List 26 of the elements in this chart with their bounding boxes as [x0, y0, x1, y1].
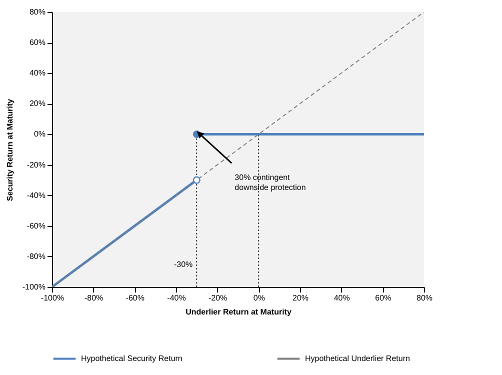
x-tick-label: -20%	[208, 294, 228, 302]
y-tick-label: -80%	[26, 252, 46, 261]
x-tick-label: 40%	[334, 294, 350, 302]
x-tick-label: -60%	[126, 294, 145, 302]
y-tick-label: 80%	[29, 8, 46, 16]
y-tick-label: -40%	[26, 190, 46, 200]
x-axis-title: Underlier Return at Maturity	[186, 308, 292, 316]
y-axis-title: Security Return at Maturity	[5, 98, 14, 202]
y-tick-label: 20%	[29, 99, 46, 108]
y-tick-label: 40%	[29, 68, 46, 78]
x-tick-label: -80%	[84, 294, 104, 302]
x-tick-label: 0%	[253, 294, 265, 302]
legend-label: Hypothetical Underlier Return	[305, 354, 410, 363]
legend-label: Hypothetical Security Return	[81, 354, 182, 363]
x-tick-label: 60%	[375, 294, 392, 302]
y-tick-label: -60%	[26, 221, 46, 230]
y-tick-label: 0%	[34, 130, 46, 139]
x-tick-label: 80%	[416, 294, 433, 302]
y-tick-label: 60%	[29, 38, 46, 48]
x-tick-label: -100%	[40, 294, 64, 302]
y-tick-label: -20%	[26, 160, 46, 170]
ref-line-label: -30%	[174, 260, 193, 269]
y-tick-label: -100%	[22, 282, 46, 292]
x-tick-label: 20%	[292, 294, 309, 302]
x-tick-label: -40%	[167, 294, 186, 302]
annotation: 30% contingent downside protection	[234, 173, 306, 192]
